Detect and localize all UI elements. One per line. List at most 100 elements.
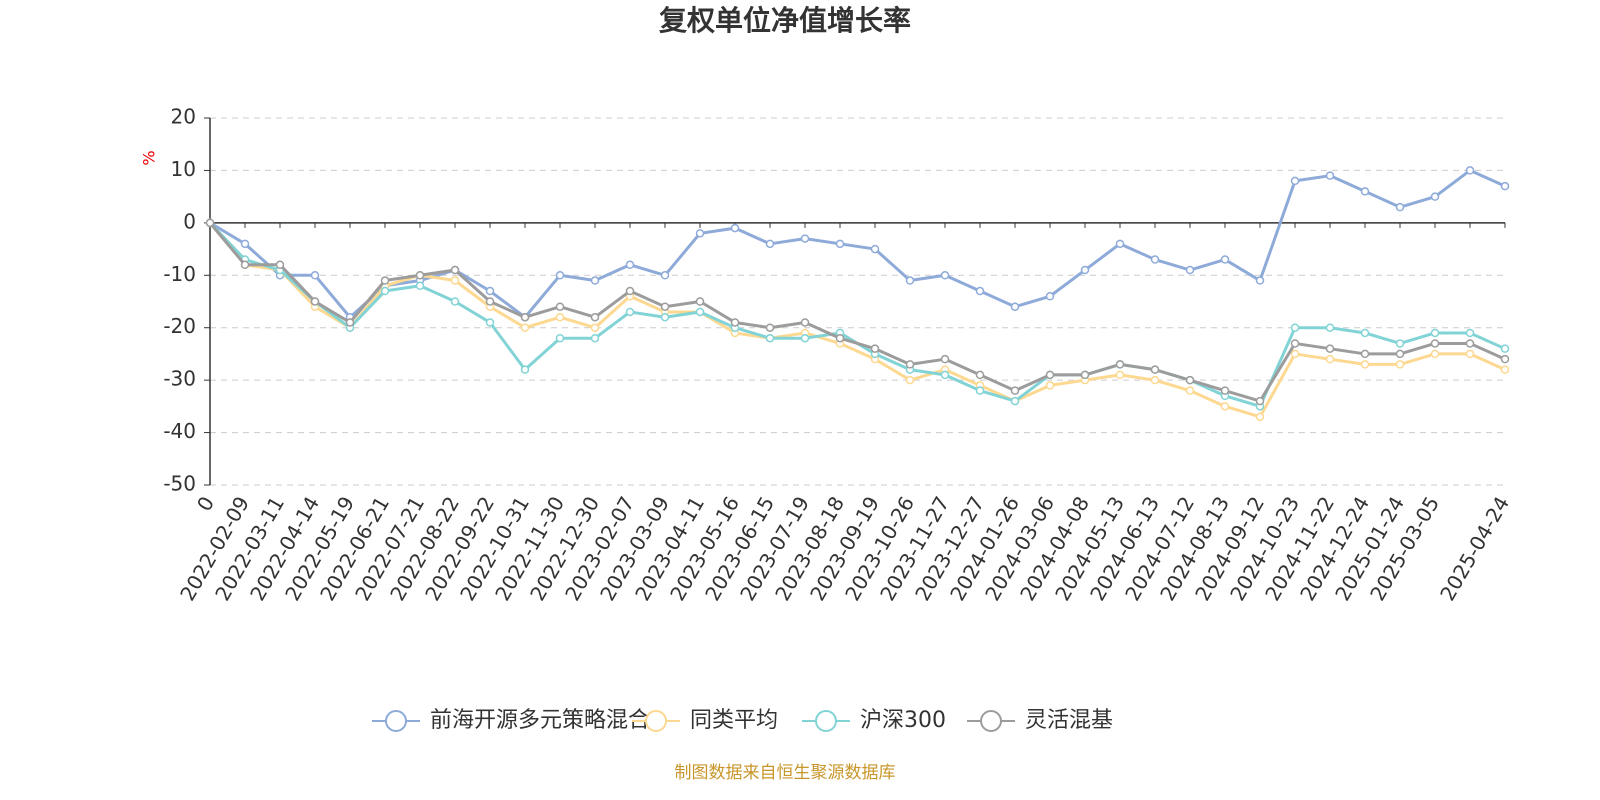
source-note: 制图数据来自恒生聚源数据库 xyxy=(675,763,896,783)
point xyxy=(905,276,915,285)
point xyxy=(695,297,705,306)
point xyxy=(590,312,600,322)
point xyxy=(380,286,390,296)
point xyxy=(240,260,250,270)
series-line xyxy=(209,168,1506,319)
point xyxy=(555,333,565,343)
point xyxy=(695,307,705,317)
point xyxy=(625,307,635,317)
point xyxy=(520,365,530,374)
point xyxy=(1465,328,1475,338)
point xyxy=(940,271,950,280)
point xyxy=(1465,166,1475,175)
point xyxy=(1395,360,1405,369)
point xyxy=(1430,192,1440,201)
point xyxy=(765,323,775,332)
point xyxy=(940,370,950,380)
point xyxy=(1220,255,1230,264)
y-tick-label: 10 xyxy=(171,157,196,181)
point xyxy=(1395,202,1405,212)
point xyxy=(275,260,285,270)
point xyxy=(1290,339,1300,348)
point xyxy=(975,370,985,380)
point xyxy=(345,318,355,327)
point xyxy=(940,354,950,364)
point xyxy=(660,312,670,322)
point xyxy=(800,234,810,243)
series-line xyxy=(208,221,1506,408)
x-tick-label: 0 xyxy=(192,492,219,515)
point xyxy=(730,318,740,327)
legend-label: 灵活混基 xyxy=(1025,708,1113,733)
point xyxy=(415,281,425,291)
point xyxy=(485,297,495,306)
point xyxy=(1010,396,1020,406)
point xyxy=(975,286,985,296)
legend-marker xyxy=(815,710,837,732)
point xyxy=(1500,181,1510,191)
point xyxy=(1430,349,1440,359)
point xyxy=(1115,239,1125,249)
legend-marker xyxy=(385,710,407,732)
point xyxy=(660,302,670,311)
point xyxy=(520,312,530,322)
point xyxy=(415,271,425,280)
point xyxy=(1010,302,1020,311)
point xyxy=(1360,187,1370,196)
legend-label: 同类平均 xyxy=(690,708,778,733)
point xyxy=(975,386,985,395)
point xyxy=(1360,360,1370,369)
point xyxy=(765,239,775,249)
point xyxy=(905,360,915,369)
chart-title: 复权单位净值增长率 xyxy=(659,4,911,37)
point xyxy=(555,271,565,280)
point xyxy=(1395,349,1405,359)
point xyxy=(590,333,600,343)
point xyxy=(1395,339,1405,348)
point xyxy=(1325,171,1335,180)
point xyxy=(800,333,810,343)
point xyxy=(590,276,600,285)
point xyxy=(310,271,320,280)
point xyxy=(625,286,635,296)
y-tick-label: -40 xyxy=(163,419,196,443)
point xyxy=(1150,375,1160,385)
point xyxy=(1045,381,1055,390)
point xyxy=(660,271,670,280)
point xyxy=(870,344,880,353)
point xyxy=(1255,396,1265,406)
point xyxy=(1255,412,1265,422)
point xyxy=(1290,323,1300,332)
point xyxy=(1080,370,1090,380)
x-tick-label: 2025-04-24 xyxy=(1435,492,1514,605)
point xyxy=(555,312,565,322)
point xyxy=(1150,255,1160,264)
point xyxy=(835,333,845,343)
point xyxy=(1430,328,1440,338)
y-axis-label: % xyxy=(140,150,159,165)
y-tick-label: -30 xyxy=(163,367,196,391)
point xyxy=(1010,386,1020,395)
point xyxy=(1255,276,1265,285)
legend-label: 前海开源多元策略混合A xyxy=(430,708,665,733)
point xyxy=(1500,365,1510,374)
point xyxy=(555,302,565,311)
point xyxy=(800,318,810,327)
y-tick-label: 20 xyxy=(171,105,196,129)
point xyxy=(590,323,600,332)
point xyxy=(1500,344,1510,353)
point xyxy=(1360,328,1370,338)
point xyxy=(520,323,530,332)
point xyxy=(765,333,775,343)
y-tick-label: 0 xyxy=(183,209,196,233)
point xyxy=(240,239,250,249)
point xyxy=(1045,370,1055,380)
point xyxy=(1080,265,1090,275)
y-tick-label: -10 xyxy=(163,262,196,286)
point xyxy=(1325,344,1335,353)
point xyxy=(1185,265,1195,275)
point xyxy=(1430,339,1440,348)
point xyxy=(870,244,880,254)
point xyxy=(1290,349,1300,359)
